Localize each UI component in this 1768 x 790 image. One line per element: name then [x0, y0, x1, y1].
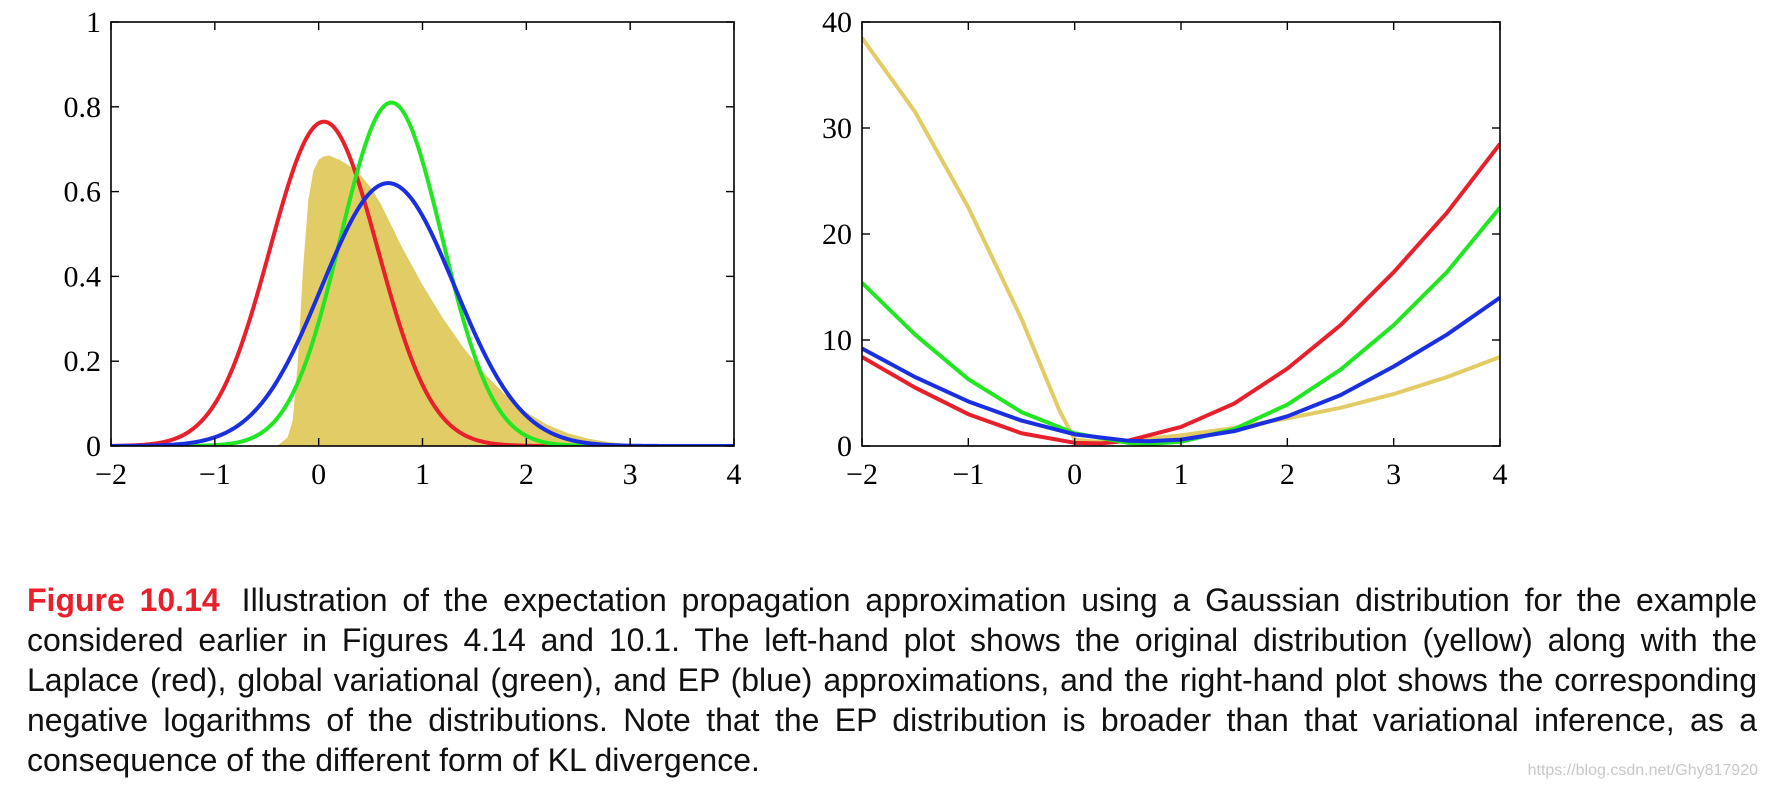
x-tick-label: 4: [727, 458, 742, 491]
y-tick-label: 0.8: [64, 91, 102, 124]
x-tick-label: 3: [1386, 458, 1401, 491]
x-tick-label: −1: [199, 458, 231, 491]
y-tick-label: 0.4: [64, 260, 102, 293]
plot-frame: [861, 21, 1501, 447]
y-tick-label: 10: [822, 324, 852, 357]
plot-area: [862, 36, 1500, 446]
y-tick-label: 0.6: [64, 176, 102, 209]
x-tick-label: 1: [1174, 458, 1189, 491]
left-plot-distributions: −2 −1 0 1 2 3 4 0 0.2 0.4 0.6 0.8 1: [64, 6, 742, 491]
x-tick-label: −1: [952, 458, 984, 491]
plot-area: [111, 100, 734, 446]
x-tick-label: −2: [95, 458, 127, 491]
watermark-url: https://blog.csdn.net/Ghy817920: [1527, 762, 1758, 779]
y-tick-label: 0: [86, 430, 101, 463]
series-ep-line: [862, 295, 1500, 444]
figure-charts: −2 −1 0 1 2 3 400.20.40.60.81 −2 −1 0 1 2 3 40102030…: [64, 6, 1508, 491]
figure-caption: Figure 10.14 Illustration of the expectat…: [27, 580, 1757, 780]
series-laplace-line: [862, 142, 1500, 446]
y-tick-label: 40: [822, 6, 852, 39]
x-tick-label: 1: [415, 458, 430, 491]
x-tick-label: 2: [519, 458, 534, 491]
series-laplace-line: [111, 119, 734, 446]
y-tick-label: 30: [822, 112, 852, 145]
x-tick-label: 3: [623, 458, 638, 491]
y-tick-label: 0: [837, 430, 852, 463]
x-tick-label: −2: [846, 458, 878, 491]
y-tick-label: 1: [86, 6, 101, 39]
caption-figure-label: Figure 10.14: [27, 582, 220, 618]
series-original-line: [862, 36, 1500, 444]
x-tick-label: 2: [1280, 458, 1295, 491]
x-tick-label: 0: [1067, 458, 1082, 491]
x-tick-label: 0: [311, 458, 326, 491]
series-original-area: [111, 155, 734, 446]
x-tick-label: 4: [1493, 458, 1508, 491]
caption-text: Illustration of the expectation propagat…: [27, 582, 1758, 778]
y-tick-label: 0.2: [64, 345, 102, 378]
y-tick-label: 20: [822, 218, 852, 251]
series-global-variational-line: [862, 206, 1500, 446]
